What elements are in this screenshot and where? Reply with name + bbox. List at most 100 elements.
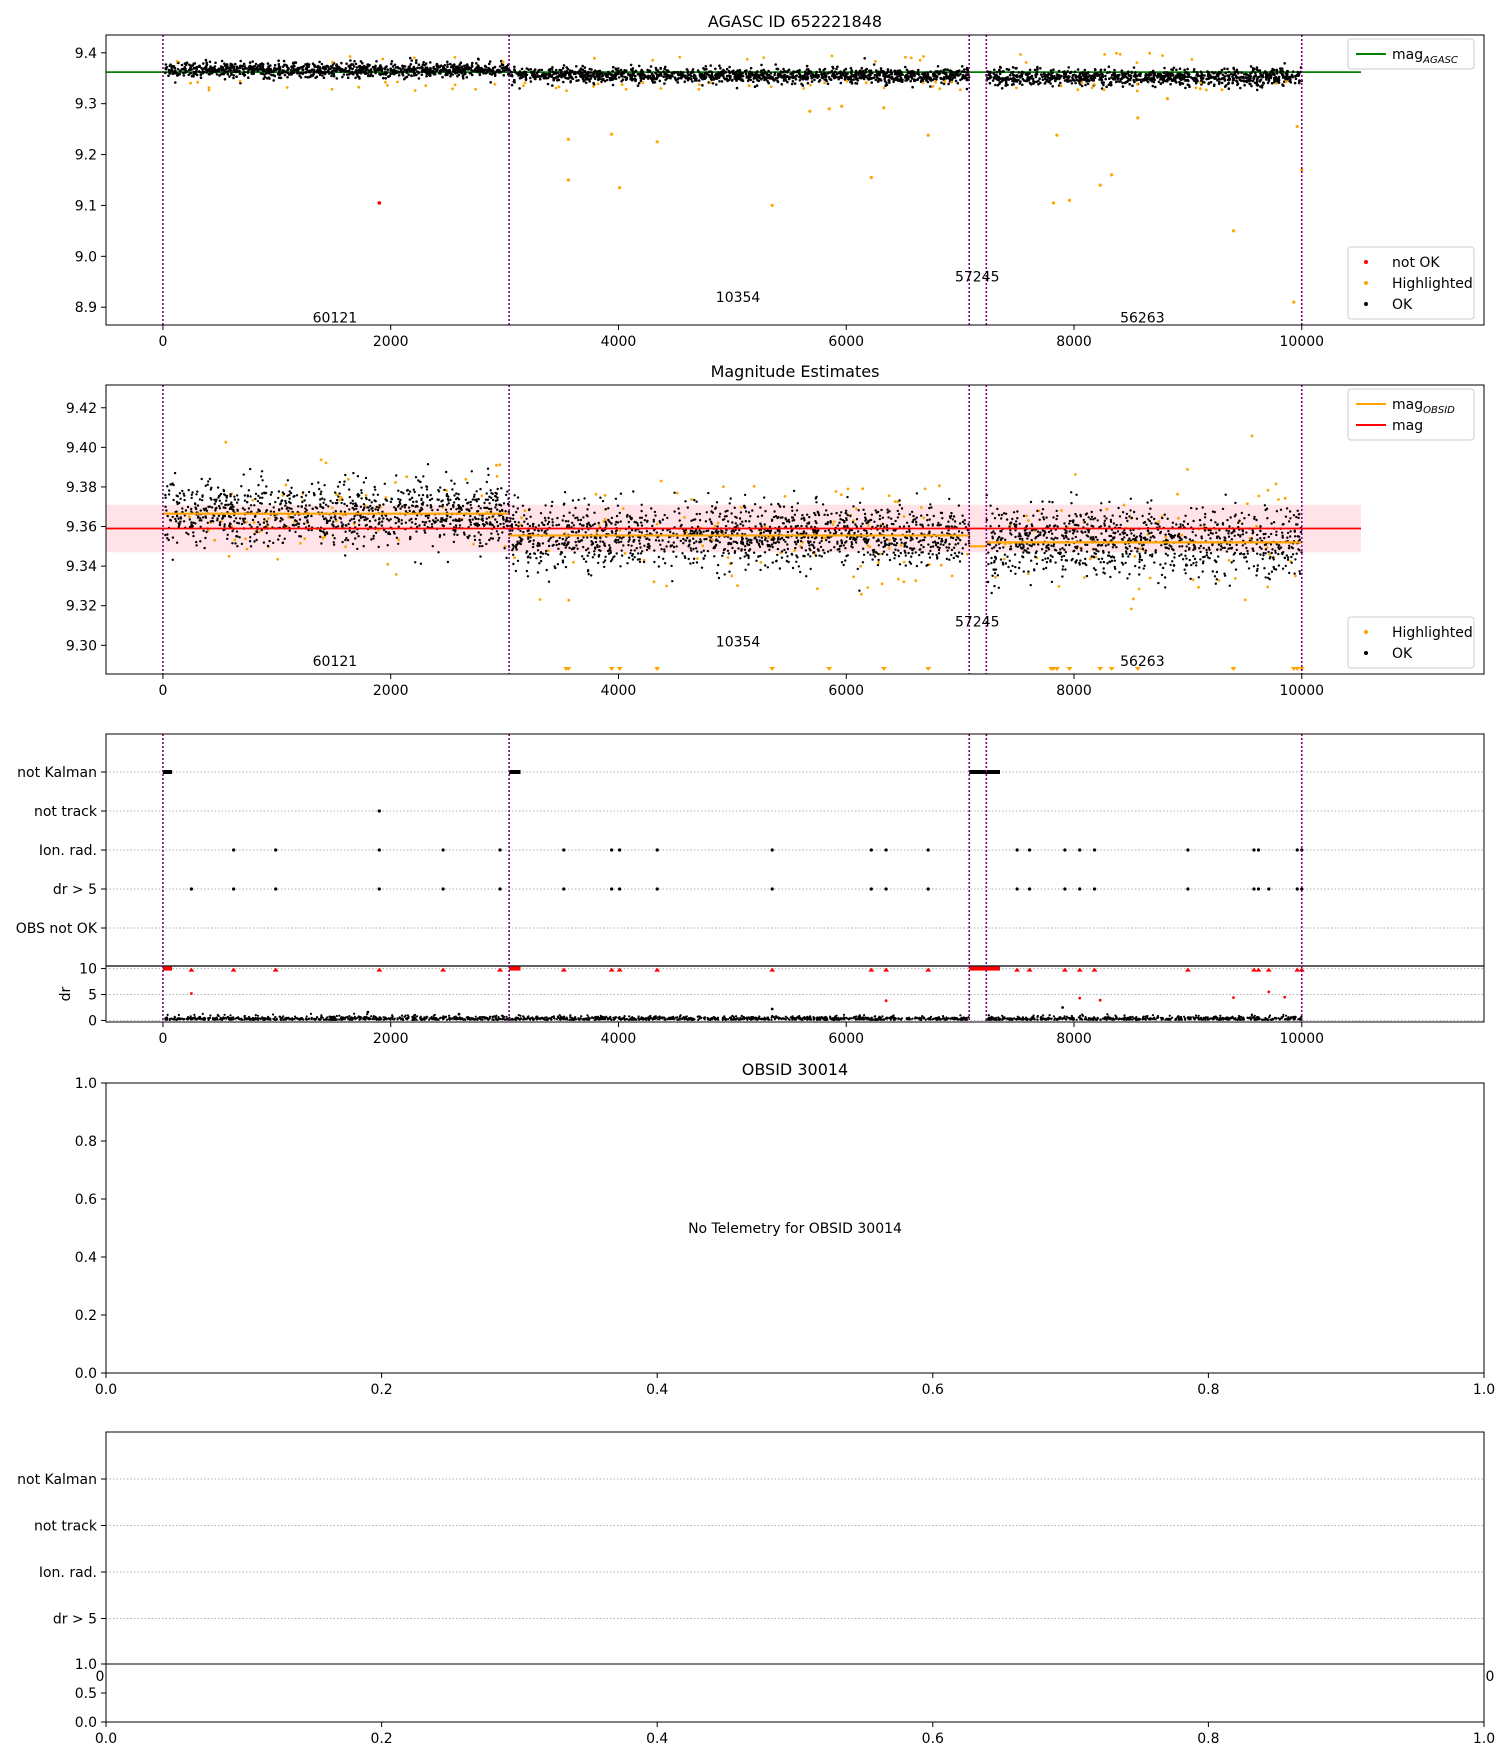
magest-ok-point	[417, 479, 420, 482]
magest-ok-point	[220, 502, 223, 505]
agasc-ok-point	[1007, 68, 1011, 71]
magest-ok-point	[261, 492, 264, 495]
agasc-ok-point	[659, 72, 663, 75]
magest-ok-point	[424, 514, 427, 518]
magest-ok-point	[652, 520, 655, 523]
agasc-ok-point	[367, 72, 370, 75]
magest-ok-point	[364, 476, 368, 480]
magest-highlighted-point	[498, 463, 502, 467]
agasc-highlighted-point	[453, 83, 457, 87]
agasc-ok-point	[401, 67, 405, 70]
magest-ok-point	[196, 490, 199, 493]
agasc-ok-point	[1227, 87, 1231, 90]
agasc-ok-point	[359, 71, 363, 74]
agasc-ok-point	[649, 65, 653, 68]
agasc-highlighted-point	[593, 56, 596, 60]
agasc-ok-point	[369, 70, 373, 74]
agasc-ok-point	[878, 73, 881, 77]
agasc-ok-point	[1100, 78, 1104, 82]
agasc-ok-point	[883, 75, 887, 79]
agasc-ok-point	[1240, 71, 1243, 74]
magest-highlighted-point	[1227, 559, 1231, 562]
agasc-highlighted-point	[747, 84, 751, 88]
agasc-ok-point	[611, 83, 615, 87]
agasc-ok-point	[211, 69, 214, 72]
agasc-ok-point	[845, 75, 848, 78]
agasc-highlighted-point	[330, 87, 334, 91]
magest-ok-point	[319, 498, 322, 501]
magest-ok-point	[223, 514, 227, 518]
magest-ok-point	[246, 501, 249, 504]
magest-highlighted-point	[1131, 597, 1135, 601]
agasc-ok-point	[766, 79, 769, 83]
agasc-ok-point	[595, 73, 598, 76]
magest-ok-point	[734, 522, 737, 525]
magest-ok-point	[504, 520, 508, 523]
agasc-ok-point	[439, 64, 443, 67]
agasc-highlighted-point	[697, 88, 701, 91]
agasc-ok-point	[1255, 80, 1259, 84]
magest-ok-point	[218, 494, 221, 498]
agasc-ok-point	[757, 74, 760, 78]
magest-ok-point	[290, 516, 293, 519]
magest-highlighted-point	[1105, 507, 1109, 511]
agasc-ok-point	[222, 68, 226, 72]
magest-ok-point	[186, 505, 190, 509]
magest-ok-point	[496, 496, 499, 499]
agasc-ok-point	[1008, 73, 1012, 77]
agasc-ok-point	[1265, 72, 1268, 76]
agasc-ok-point	[428, 67, 432, 71]
agasc-ok-point	[630, 68, 634, 72]
agasc-ok-point	[1051, 85, 1054, 88]
agasc-ok-point	[726, 79, 729, 83]
magest-ok-point	[423, 529, 426, 532]
magest-highlighted-point	[224, 440, 228, 444]
agasc-ok-point	[304, 63, 307, 66]
magest-ok-point	[301, 500, 304, 504]
magest-ok-point	[243, 494, 246, 497]
magest-ok-point	[205, 509, 209, 512]
magest-ok-point	[222, 488, 225, 492]
agasc-ok-point	[732, 71, 735, 75]
magest-ok-point	[268, 539, 271, 543]
agasc-ok-point	[1227, 81, 1231, 85]
agasc-ok-point	[1039, 81, 1042, 85]
agasc-ok-point	[956, 81, 960, 85]
magest-ok-point	[682, 537, 685, 541]
agasc-ok-point	[663, 82, 666, 85]
magest-ok-point	[488, 538, 491, 542]
magest-ok-point	[348, 488, 351, 491]
agasc-ok-point	[932, 77, 936, 81]
agasc-ok-point	[1137, 78, 1140, 82]
agasc-highlighted-point	[620, 83, 624, 86]
agasc-ok-point	[860, 66, 864, 70]
agasc-ok-point	[831, 74, 834, 78]
agasc-ok-point	[854, 73, 857, 77]
magest-ok-point	[204, 516, 208, 519]
agasc-ok-point	[860, 71, 863, 74]
magest-ok-point	[340, 521, 343, 524]
magest-ok-point	[377, 545, 380, 549]
magest-highlighted-point	[752, 484, 756, 488]
agasc-ok-point	[577, 79, 580, 82]
magest-ok-point	[339, 510, 343, 513]
magest-ok-point	[269, 493, 272, 496]
agasc-ok-point	[1107, 65, 1111, 68]
agasc-ok-point	[1151, 84, 1155, 88]
agasc-ok-point	[593, 71, 596, 74]
agasc-ok-point	[1259, 78, 1263, 81]
magest-highlighted-point	[1133, 555, 1137, 558]
magest-highlighted-point	[472, 542, 475, 546]
magest-ok-point	[744, 520, 747, 523]
magest-ok-point	[431, 545, 434, 548]
magest-ok-point	[489, 510, 493, 513]
agasc-ok-point	[935, 78, 938, 81]
agasc-ok-point	[870, 81, 873, 84]
magest-highlighted-point	[384, 496, 388, 499]
agasc-highlighted-point	[1051, 201, 1056, 205]
agasc-ok-point	[883, 73, 887, 77]
magest-ok-point	[378, 504, 381, 507]
agasc-ok-point	[1252, 76, 1255, 80]
magest-highlighted-point	[1265, 546, 1269, 549]
